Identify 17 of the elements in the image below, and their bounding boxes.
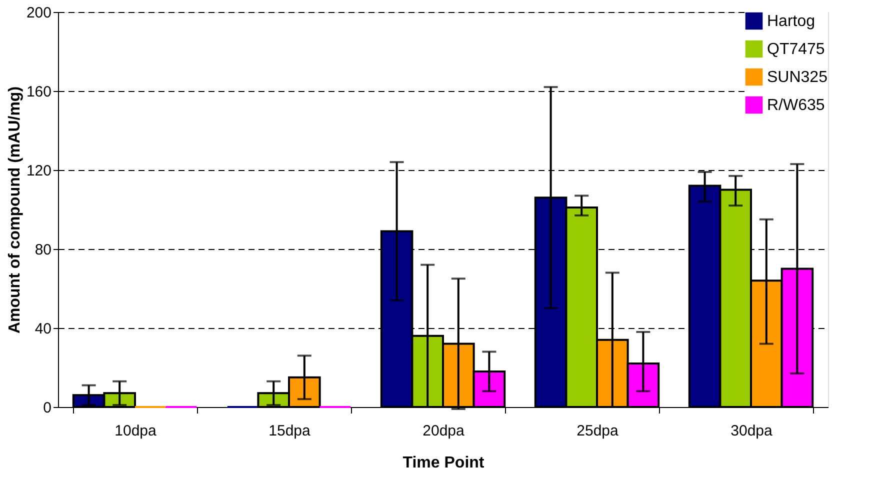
- y-axis-title: Amount of compound (mAU/mg): [6, 86, 24, 334]
- y-tick-label: 160: [26, 84, 52, 100]
- y-tick-label: 80: [34, 242, 52, 258]
- x-tick-label: 25dpa: [576, 422, 620, 440]
- y-tick-label: 200: [26, 4, 52, 22]
- x-axis-title: Time Point: [402, 454, 485, 472]
- legend-label: Hartog: [767, 13, 816, 30]
- x-tick-label: 30dpa: [730, 422, 774, 440]
- legend-label: SUN325: [767, 69, 828, 86]
- x-tick-label: 10dpa: [114, 422, 158, 440]
- x-tick-label: 20dpa: [422, 422, 466, 440]
- y-tick-label: 40: [34, 320, 52, 338]
- y-tick-label: 120: [26, 162, 52, 180]
- y-tick-label: 0: [43, 400, 52, 416]
- x-tick-label: 15dpa: [268, 422, 312, 440]
- legend-label: R/W635: [767, 97, 825, 114]
- legend-label: QT7475: [767, 41, 825, 58]
